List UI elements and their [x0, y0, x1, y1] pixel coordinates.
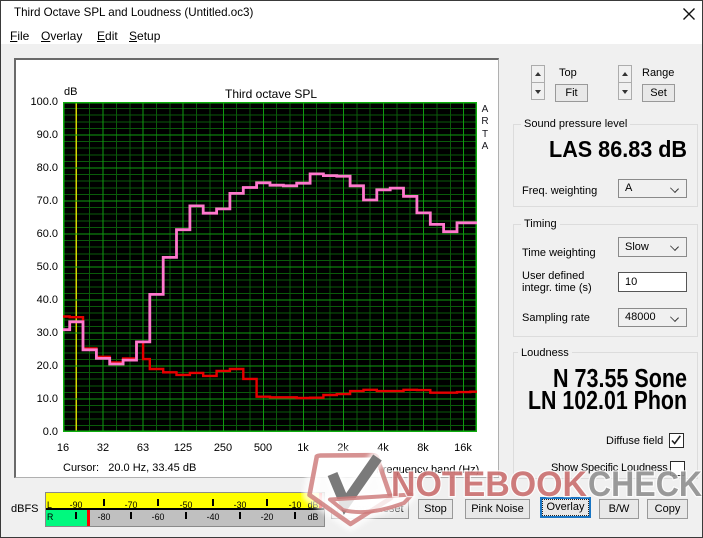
- svg-text:NOTEBOOK: NOTEBOOK: [391, 465, 587, 504]
- svg-text:N 73.55 Sone: N 73.55 Sone: [553, 365, 687, 393]
- svg-text:LN 102.01 Phon: LN 102.01 Phon: [528, 387, 687, 415]
- svg-text:CHECK: CHECK: [588, 465, 702, 504]
- svg-text:LAS 86.83 dB: LAS 86.83 dB: [549, 136, 687, 162]
